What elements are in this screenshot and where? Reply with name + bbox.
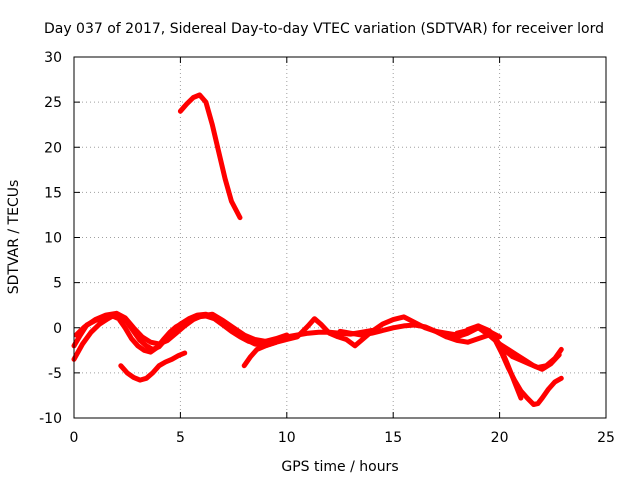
series-line-arc-spike	[177, 92, 243, 221]
x-tick-label: 10	[278, 430, 296, 446]
x-tick-label: 20	[491, 430, 509, 446]
axis-ticks: 0 5 10 15 20 25 -10 -5 0 5 10 15 20 25 30	[39, 50, 615, 446]
y-tick-label: 30	[44, 50, 62, 66]
series-line-arc-late-top	[465, 323, 562, 372]
data-series	[71, 92, 564, 407]
y-tick-label: 25	[44, 95, 62, 111]
series-line-arc-short-low	[118, 350, 188, 383]
y-tick-label: 10	[44, 231, 62, 247]
series-line-arc-late-dip	[337, 322, 564, 407]
y-tick-label: 0	[53, 321, 62, 337]
y-tick-label: -10	[39, 411, 62, 427]
y-tick-label: 15	[44, 185, 62, 201]
grid-lines	[74, 57, 606, 418]
x-axis-label: GPS time / hours	[281, 459, 398, 475]
x-tick-label: 15	[384, 430, 402, 446]
x-tick-label: 0	[70, 430, 79, 446]
series-line-arc-early-high	[71, 311, 279, 362]
x-tick-label: 25	[597, 430, 615, 446]
x-tick-label: 5	[176, 430, 185, 446]
y-tick-label: 5	[53, 276, 62, 292]
chart-title: Day 037 of 2017, Sidereal Day-to-day VTE…	[44, 21, 604, 37]
y-tick-label: 20	[44, 140, 62, 156]
y-tick-label: -5	[48, 366, 62, 382]
y-axis-label: SDTVAR / TECUs	[6, 180, 22, 295]
